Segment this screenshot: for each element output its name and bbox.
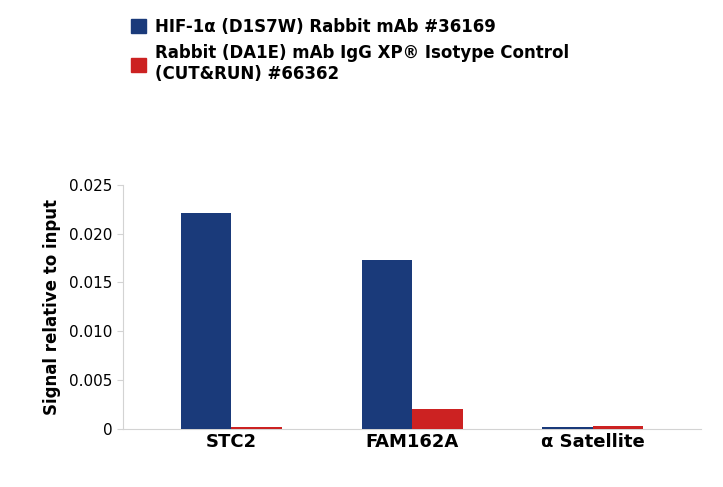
- Bar: [231, 427, 282, 429]
- Bar: [362, 260, 412, 429]
- Bar: [412, 409, 463, 429]
- Bar: [593, 426, 643, 429]
- Legend: HIF-1α (D1S7W) Rabbit mAb #36169, Rabbit (DA1E) mAb IgG XP® Isotype Control
(CUT: HIF-1α (D1S7W) Rabbit mAb #36169, Rabbit…: [132, 18, 569, 83]
- Bar: [181, 213, 231, 429]
- Y-axis label: Signal relative to input: Signal relative to input: [43, 199, 61, 415]
- Bar: [542, 427, 593, 429]
